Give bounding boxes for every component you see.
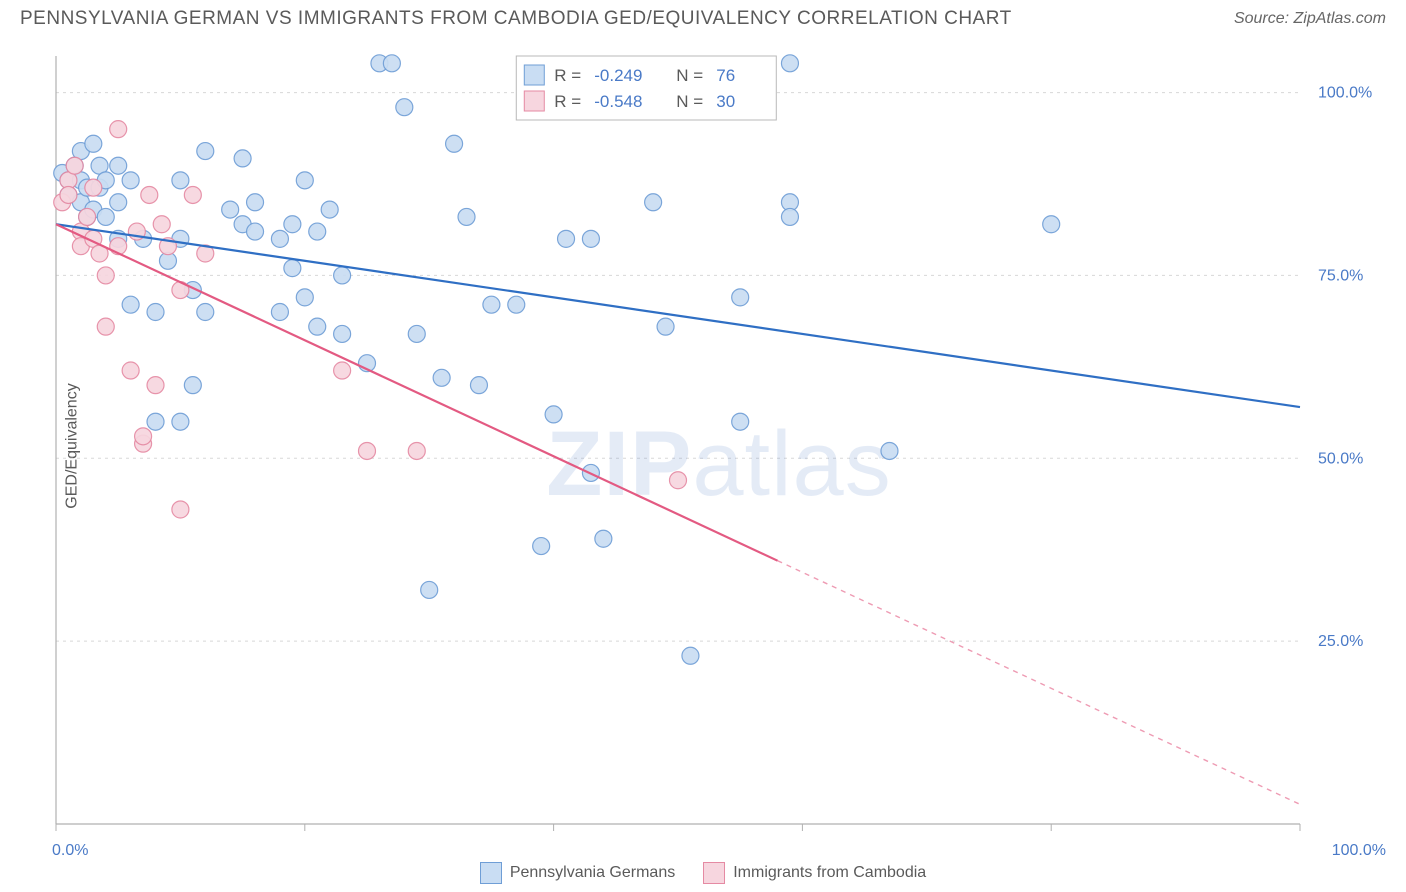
page-title: PENNSYLVANIA GERMAN VS IMMIGRANTS FROM C… (20, 8, 1012, 30)
svg-text:25.0%: 25.0% (1318, 633, 1363, 650)
svg-text:75.0%: 75.0% (1318, 267, 1363, 284)
x-axis-max-label: 100.0% (1332, 842, 1386, 860)
svg-text:-0.249: -0.249 (594, 66, 642, 85)
svg-text:76: 76 (716, 66, 735, 85)
svg-text:100.0%: 100.0% (1318, 85, 1372, 102)
legend-swatch-icon (703, 862, 725, 884)
svg-text:N =: N = (676, 92, 703, 111)
svg-text:50.0%: 50.0% (1318, 450, 1363, 467)
source-label: Source: ZipAtlas.com (1234, 10, 1386, 28)
legend-label: Pennsylvania Germans (510, 864, 675, 882)
scatter-chart: 25.0% 50.0% 75.0% 100.0% ZIPatlas R = -0.249 N … (52, 48, 1386, 832)
svg-text:R =: R = (554, 92, 581, 111)
x-axis-min-label: 0.0% (52, 842, 88, 860)
svg-text:ZIPatlas: ZIPatlas (546, 413, 891, 515)
svg-text:N =: N = (676, 66, 703, 85)
svg-text:30: 30 (716, 92, 735, 111)
legend-label: Immigrants from Cambodia (733, 864, 926, 882)
legend-item: Immigrants from Cambodia (703, 862, 926, 884)
bottom-legend: Pennsylvania Germans Immigrants from Cam… (0, 862, 1406, 884)
legend-swatch-icon (480, 862, 502, 884)
svg-text:-0.548: -0.548 (594, 92, 642, 111)
chart-container: 25.0% 50.0% 75.0% 100.0% ZIPatlas R = -0.249 N … (52, 48, 1386, 832)
svg-text:R =: R = (554, 66, 581, 85)
legend-item: Pennsylvania Germans (480, 862, 675, 884)
